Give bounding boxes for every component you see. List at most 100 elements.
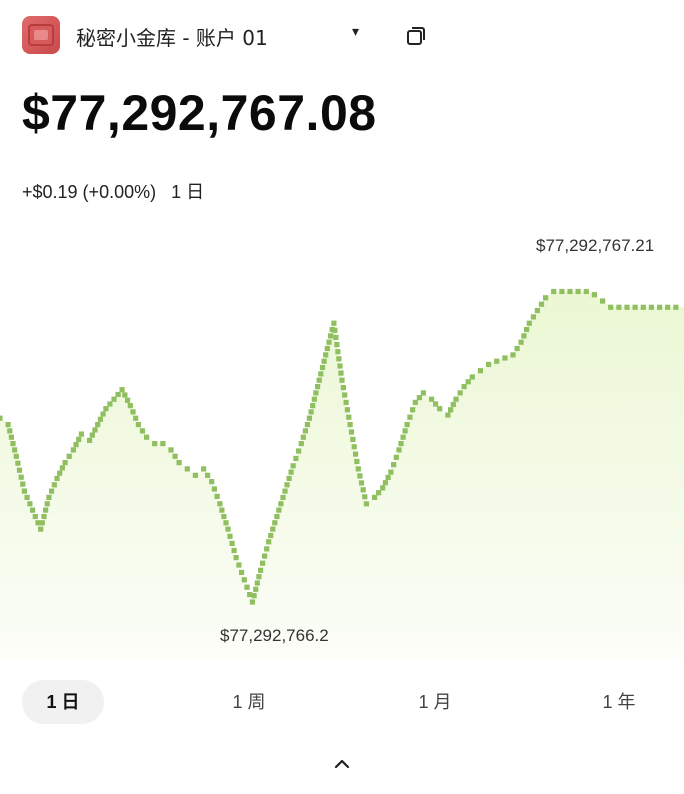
chart-point [282,488,288,494]
chart-point [233,555,239,561]
range-1w-button[interactable]: 1 周 [232,692,266,712]
chevron-down-icon[interactable]: ▾ [352,24,360,40]
chart-point [100,411,106,417]
chart-point [412,399,418,405]
chart-point [648,304,654,310]
chart-point [256,574,262,580]
chart-point [8,434,14,440]
chart-point [372,494,378,500]
chart-point [350,436,356,442]
chart-point [461,384,467,390]
chart-point [7,428,13,434]
chart-point [276,507,282,513]
vault-avatar-icon[interactable] [22,16,60,54]
chart-point [247,592,253,598]
chart-point [133,415,139,421]
chart-point [338,370,344,376]
chart-point [465,379,471,385]
chart-point [514,345,520,352]
range-1m-button[interactable]: 1 月 [418,692,452,712]
range-1d-button[interactable]: 1 日 [22,680,104,724]
chart-point [453,396,459,402]
chart-point [272,520,278,526]
chart-point [315,384,321,390]
chart-point [344,407,350,413]
chart-point [280,494,286,500]
chart-point [538,301,545,307]
chart-point [347,422,353,428]
chart-point [27,501,33,507]
chart-point [296,448,302,454]
chart-point [524,326,530,333]
chart-point [223,520,229,526]
chart-point [192,472,198,478]
chart-point [382,480,388,486]
chart-point [331,320,337,326]
chart-point [353,451,359,457]
chart-point [429,396,435,402]
chart-point [336,356,342,362]
account-name[interactable]: 秘密小金库 - 账户 01 [76,26,268,50]
chart-point [239,569,245,575]
chart-point [76,436,82,442]
chart-point [396,447,402,453]
chart-point [21,488,27,494]
chart-point [0,415,3,421]
chart-point [319,364,326,371]
chart-point [348,429,355,435]
chart-high-label: $77,292,767.21 [536,236,655,255]
chart-point [318,371,324,377]
chart-point [264,546,270,552]
chart-point [457,390,463,396]
balance-chart[interactable] [0,226,684,658]
chart-point [54,475,60,481]
chart-point [70,447,76,453]
chart-point [95,422,101,428]
chart-point [10,441,16,447]
chart-point [526,320,532,326]
chart-point [51,482,57,488]
balance-change: +$0.19 (+0.00%) 1 日 [22,178,204,204]
chart-point [393,454,399,460]
chart-point [346,414,352,420]
chart-point [32,513,38,520]
chart-point [231,547,237,554]
chart-point [306,415,312,421]
chart-point [221,513,227,520]
chart-low-label: $77,292,766.2 [220,626,329,645]
chart-point [316,377,322,383]
chart-point [313,390,319,396]
chart-point [551,288,557,295]
chart-point [657,304,663,310]
chart-point [135,422,141,428]
chart-point [260,560,266,566]
range-1y-button[interactable]: 1 年 [602,692,636,712]
chart-point [244,584,250,590]
copy-icon[interactable] [406,26,426,46]
chart-point [407,414,413,420]
chart-point [321,358,327,364]
chart-point [486,361,492,367]
chart-point [469,374,475,380]
chart-point [122,392,128,398]
chart-point [12,447,18,453]
chart-point [342,392,348,398]
chart-point [288,469,294,475]
chart-point [214,493,220,499]
chart-point [530,314,536,320]
chart-point [41,513,47,520]
chevron-up-icon[interactable] [332,754,352,774]
chart-point [270,526,276,532]
chart-point [335,349,341,355]
chart-point [298,441,304,447]
chart-point [107,401,113,407]
chart-point [334,342,340,348]
chart-point [293,455,299,461]
chart-point [274,513,280,520]
chart-point [308,409,314,415]
chart-point [567,288,573,295]
chart-point [176,460,182,466]
chart-point [44,501,50,507]
chart-area-fill [0,291,684,658]
chart-point [236,562,242,568]
